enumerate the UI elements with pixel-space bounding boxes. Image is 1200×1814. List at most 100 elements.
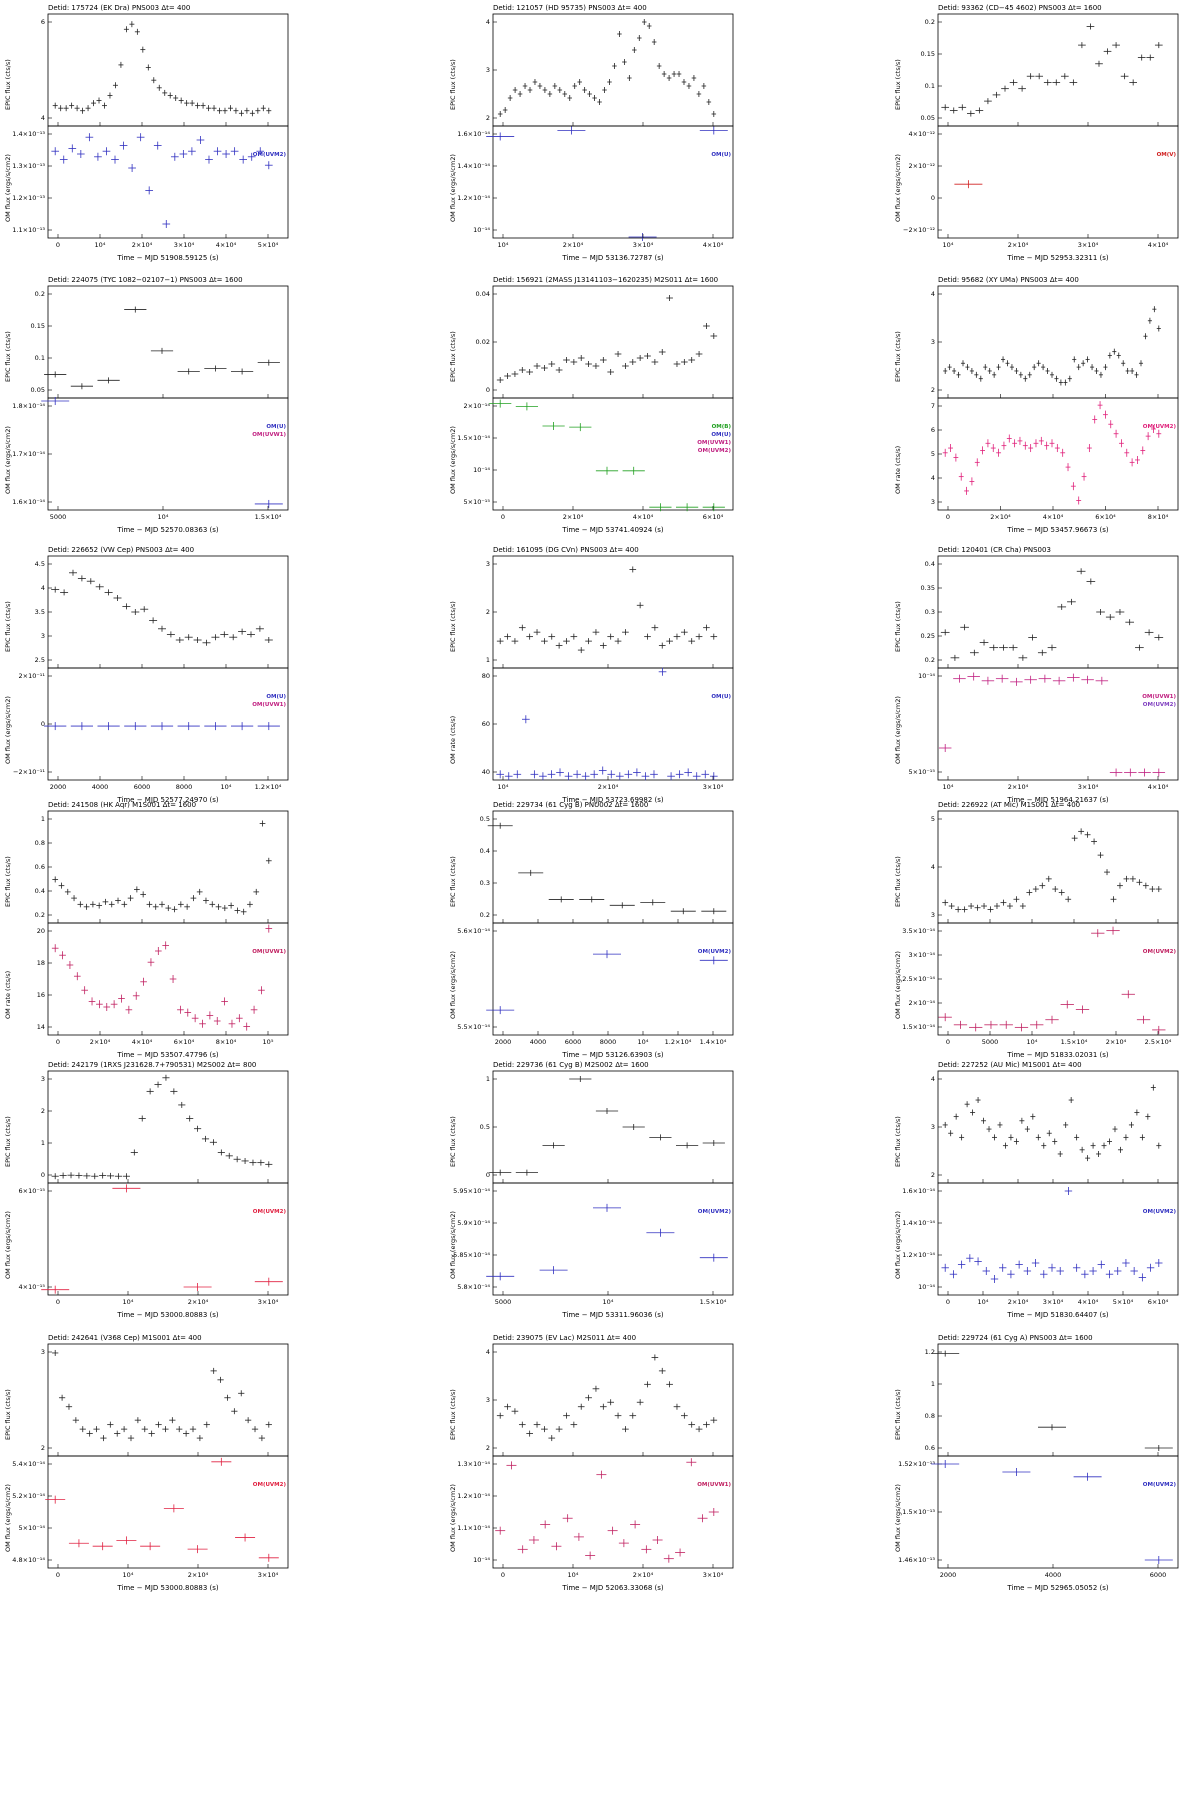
y-tick-label: 3	[41, 632, 45, 640]
epic-axes-frame	[47, 555, 289, 669]
y-tick-label: 1.2×10⁻¹⁴	[457, 1492, 490, 1500]
y-tick-label: 4	[41, 584, 45, 592]
x-tick-label: 3×10⁴	[174, 241, 195, 249]
y-tick-label: 5.2×10⁻¹⁴	[12, 1492, 45, 1500]
y-tick-label: 3.5×10⁻¹⁴	[902, 927, 935, 935]
x-tick-label: 0	[56, 1038, 60, 1046]
x-tick-label: 4×10⁴	[132, 1038, 153, 1046]
x-axis-label: Time − MJD 53000.80883 (s)	[117, 1311, 219, 1319]
y-tick-label: 3	[486, 66, 490, 74]
x-tick-label: 3×10⁴	[1078, 783, 1099, 791]
y-tick-label: 0.05	[31, 386, 45, 394]
y-tick-label: 5×10⁻¹⁵	[909, 768, 936, 776]
panel-plot: 2 3 4 10⁻¹⁴ 1.1×10⁻¹⁴ 1.2×10⁻¹⁴ 1.3×10⁻¹⁴ OM(UV…	[457, 1343, 734, 1579]
y-tick-label: 4	[931, 1075, 935, 1083]
x-axis-label: Time − MJD 51830.64407 (s)	[1007, 1311, 1109, 1319]
x-tick-label: 4×10⁴	[1078, 1298, 1099, 1306]
y-tick-label: 0	[931, 194, 935, 202]
om-y-axis-label: OM rate (cts/s)	[894, 445, 902, 494]
legend-entry: OM(UVM2)	[698, 1209, 732, 1215]
y-tick-label: 1.6×10⁻¹⁴	[457, 130, 490, 138]
y-tick-label: −2×10⁻¹¹	[13, 768, 45, 776]
panel-plot: 4 6 1.1×10⁻¹³ 1.2×10⁻¹³ 1.3×10⁻¹³ 1.4×10⁻¹³ OM…	[12, 13, 289, 249]
y-tick-label: 0.4	[35, 887, 45, 895]
panel-title: Detid: 93362 (CD−45 4602) PNS003 Δt= 160…	[938, 4, 1102, 12]
panel-plot: 2.5 3 3.5 4 4.5 −2×10⁻¹¹ 0 2×10⁻¹¹ OM(U) OM(UVW1)…	[13, 555, 289, 791]
y-tick-label: 3	[486, 1396, 490, 1404]
x-axis-label: Time − MJD 51908.59125 (s)	[117, 254, 219, 262]
y-tick-label: 1.5×10⁻¹⁴	[902, 1023, 935, 1031]
om-y-axis-label: OM flux (ergs/s/cm2)	[449, 1484, 457, 1552]
x-tick-label: 1.2×10⁴	[255, 783, 282, 791]
y-tick-label: 0	[41, 1171, 45, 1179]
light-curve-panel: Detid: 242641 (V368 Cep) M1S001 Δt= 400 2…	[0, 1334, 289, 1624]
epic-axes-frame	[492, 1070, 734, 1184]
x-tick-label: 4000	[1045, 1571, 1062, 1579]
x-tick-label: 2.5×10⁴	[1145, 1038, 1172, 1046]
epic-axes-frame	[492, 555, 734, 669]
epic-y-axis-label: EPIC flux (cts/s)	[894, 601, 902, 652]
epic-y-axis-label: EPIC flux (cts/s)	[4, 59, 12, 110]
y-tick-label: 1.3×10⁻¹⁴	[457, 1460, 490, 1468]
light-curve-panel: Detid: 175724 (EK Dra) PNS003 Δt= 400 4 6 1…	[0, 4, 289, 294]
y-tick-label: 0.15	[31, 322, 45, 330]
y-tick-label: 0.4	[480, 847, 490, 855]
x-tick-label: 3×10⁴	[703, 783, 724, 791]
y-tick-label: 1.7×10⁻¹⁴	[12, 450, 45, 458]
y-tick-label: 2×10⁻¹²	[909, 162, 936, 170]
x-tick-label: 5×10⁴	[1113, 1298, 1134, 1306]
y-tick-label: 6×10⁻¹⁵	[19, 1187, 46, 1195]
epic-y-axis-label: EPIC flux (cts/s)	[4, 331, 12, 382]
x-tick-label: 10⁴	[943, 241, 954, 249]
x-tick-label: 4000	[92, 783, 109, 791]
panel-title: Detid: 226652 (VW Cep) PNS003 Δt= 400	[48, 546, 195, 554]
x-tick-label: 2×10⁴	[188, 1571, 209, 1579]
light-curve-panel: Detid: 227252 (AU Mic) M1S001 Δt= 400 2 3 4…	[890, 1061, 1179, 1351]
epic-axes-frame	[937, 285, 1179, 399]
y-tick-label: 3	[41, 1348, 45, 1356]
epic-y-axis-label: EPIC flux (cts/s)	[894, 1389, 902, 1440]
y-tick-label: 1	[41, 1139, 45, 1147]
panel-title: Detid: 224075 (TYC 1082−02107−1) PNS003 …	[48, 276, 243, 284]
epic-axes-frame	[937, 1070, 1179, 1184]
x-tick-label: 8000	[176, 783, 193, 791]
panel-title: Detid: 242641 (V368 Cep) M1S001 Δt= 400	[48, 1334, 202, 1342]
om-y-axis-label: OM rate (cts/s)	[449, 715, 457, 764]
light-curve-panel: Detid: 239075 (EV Lac) M2S011 Δt= 400 2 3 4…	[445, 1334, 734, 1624]
y-tick-label: 0.25	[921, 632, 935, 640]
y-tick-label: 5	[931, 450, 935, 458]
y-tick-label: 5	[931, 815, 935, 823]
panel-title: Detid: 229724 (61 Cyg A) PNS003 Δt= 1600	[938, 1334, 1093, 1342]
y-tick-label: 0.2	[925, 656, 935, 664]
om-y-axis-label: OM flux (ergs/s/cm2)	[4, 1211, 12, 1279]
y-tick-label: 0.2	[35, 911, 45, 919]
x-axis-label: Time − MJD 53136.72787 (s)	[562, 254, 664, 262]
legend-entry: OM(U)	[711, 694, 731, 700]
epic-axes-frame	[47, 1343, 289, 1457]
y-tick-label: 0.2	[925, 18, 935, 26]
x-tick-label: 4000	[530, 1038, 547, 1046]
y-tick-label: 6	[41, 18, 45, 26]
panel-plot: 0 0.02 0.04 5×10⁻¹⁵ 10⁻¹⁴ 1.5×10⁻¹⁴ 2×10⁻¹⁴ OM(…	[457, 285, 734, 521]
y-tick-label: 2	[486, 608, 490, 616]
epic-axes-frame	[937, 1343, 1179, 1457]
y-tick-label: 0.8	[35, 839, 45, 847]
x-tick-label: 0	[56, 1298, 60, 1306]
om-axes-frame	[47, 667, 289, 781]
y-tick-label: 16	[37, 991, 45, 999]
panel-title: Detid: 156921 (2MASS J13141103−1620235) …	[493, 276, 719, 284]
x-tick-label: 8×10⁴	[216, 1038, 237, 1046]
y-tick-label: 7	[931, 402, 935, 410]
x-axis-label: Time − MJD 52063.33068 (s)	[562, 1584, 664, 1592]
legend-entry: OM(UVM2)	[253, 152, 287, 158]
legend-entry: OM(UVM2)	[253, 1209, 287, 1215]
x-tick-label: 2×10⁴	[188, 1298, 209, 1306]
y-tick-label: 3	[931, 338, 935, 346]
epic-axes-frame	[492, 1343, 734, 1457]
x-tick-label: 4×10⁴	[633, 513, 654, 521]
x-tick-label: 10⁴	[638, 1038, 649, 1046]
x-tick-label: 10⁴	[123, 1571, 134, 1579]
y-tick-label: 20	[37, 927, 45, 935]
y-tick-label: 5×10⁻¹⁴	[19, 1524, 46, 1532]
epic-y-axis-label: EPIC flux (cts/s)	[449, 856, 457, 907]
